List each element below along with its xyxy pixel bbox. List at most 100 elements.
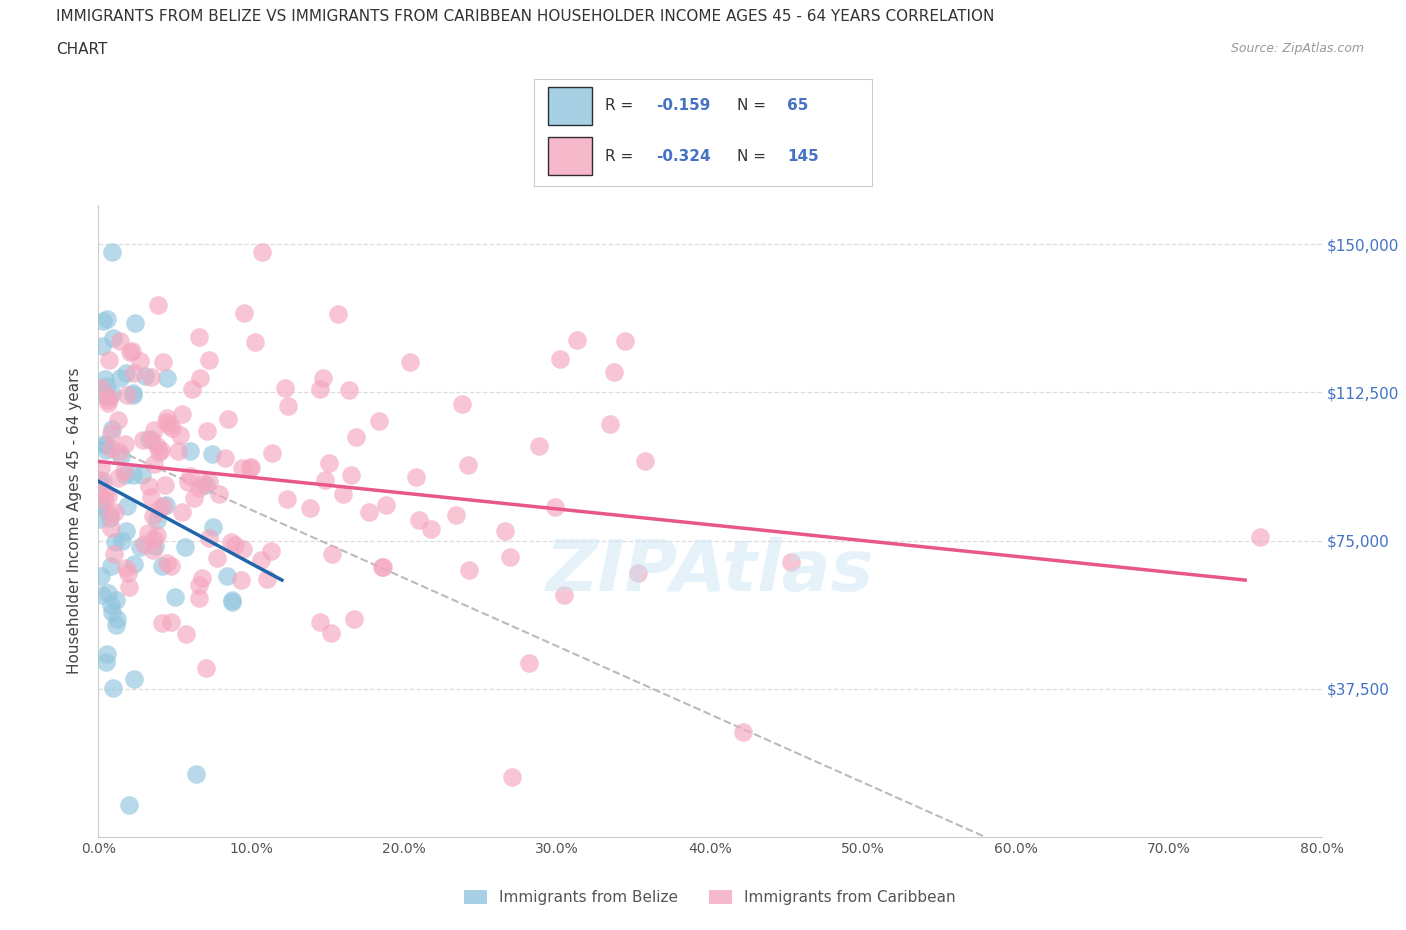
Point (90, 569, 112, 584)
Point (174, 627, 197, 642)
Point (118, 580, 141, 595)
Point (179, 469, 201, 484)
Point (156, 411, 179, 426)
Point (190, 371, 212, 386)
Point (105, 618, 128, 632)
Point (98, 390, 121, 405)
Text: 65: 65 (787, 99, 808, 113)
Point (458, 563, 481, 578)
Point (98, 352, 121, 367)
Point (142, 457, 165, 472)
Point (344, 430, 367, 445)
Point (121, 344, 143, 359)
Point (444, 508, 467, 523)
Point (276, 492, 298, 507)
Point (188, 329, 211, 344)
Point (115, 560, 138, 575)
Point (101, 604, 124, 619)
Text: CHART: CHART (56, 42, 108, 57)
Point (260, 445, 283, 460)
Point (375, 498, 398, 512)
Point (170, 505, 193, 520)
Point (527, 438, 550, 453)
Point (108, 370, 131, 385)
Point (548, 352, 571, 366)
Point (94, 371, 117, 386)
Point (128, 353, 150, 368)
Text: R =: R = (605, 149, 638, 164)
Point (160, 615, 183, 630)
Point (232, 305, 254, 320)
Point (98, 507, 121, 522)
Point (146, 298, 169, 312)
Point (780, 554, 803, 569)
Point (91, 339, 114, 353)
Point (318, 456, 340, 471)
Point (148, 445, 170, 459)
Point (136, 525, 159, 540)
Point (498, 550, 520, 565)
Point (98, 511, 121, 525)
Point (150, 559, 173, 574)
Point (143, 531, 166, 546)
Point (122, 467, 145, 482)
Point (633, 454, 655, 469)
Point (309, 615, 332, 630)
Point (139, 489, 162, 504)
Point (114, 467, 136, 482)
Point (194, 660, 217, 675)
Point (165, 590, 187, 604)
Point (142, 543, 165, 558)
Point (107, 471, 129, 485)
Point (90, 499, 112, 514)
Point (90, 460, 112, 475)
Point (124, 316, 146, 331)
Point (312, 370, 335, 385)
Point (138, 479, 160, 494)
Point (188, 591, 211, 605)
Text: N =: N = (737, 149, 770, 164)
Point (94, 655, 117, 670)
Point (194, 478, 217, 493)
Point (96, 312, 118, 326)
Point (156, 371, 179, 386)
Point (184, 766, 207, 781)
Point (256, 571, 278, 586)
Point (250, 245, 273, 259)
Point (97, 396, 120, 411)
Point (115, 365, 138, 380)
Text: N =: N = (737, 99, 770, 113)
Point (90, 380, 112, 395)
Point (221, 594, 243, 609)
Point (94, 379, 117, 394)
Point (627, 565, 650, 580)
Point (96, 585, 118, 600)
Point (122, 388, 145, 403)
Point (129, 539, 152, 554)
Point (114, 437, 136, 452)
Point (111, 534, 134, 549)
Point (155, 498, 177, 513)
Text: -0.324: -0.324 (655, 149, 710, 164)
Point (328, 307, 350, 322)
Point (371, 560, 394, 575)
Point (110, 448, 132, 463)
Text: IMMIGRANTS FROM BELIZE VS IMMIGRANTS FROM CARIBBEAN HOUSEHOLDER INCOME AGES 45 -: IMMIGRANTS FROM BELIZE VS IMMIGRANTS FRO… (56, 9, 994, 24)
Point (157, 418, 180, 432)
Point (169, 428, 191, 443)
Text: ZIPAtlas: ZIPAtlas (546, 537, 875, 605)
Point (96, 646, 118, 661)
Point (179, 444, 201, 458)
Point (450, 396, 472, 411)
Point (93, 313, 115, 328)
Point (100, 598, 122, 613)
Point (155, 414, 177, 429)
Point (97, 488, 120, 503)
Point (319, 626, 342, 641)
Point (167, 444, 190, 458)
Point (103, 546, 125, 561)
Point (565, 333, 588, 348)
Point (217, 568, 239, 583)
Point (398, 354, 420, 369)
Point (243, 335, 266, 350)
